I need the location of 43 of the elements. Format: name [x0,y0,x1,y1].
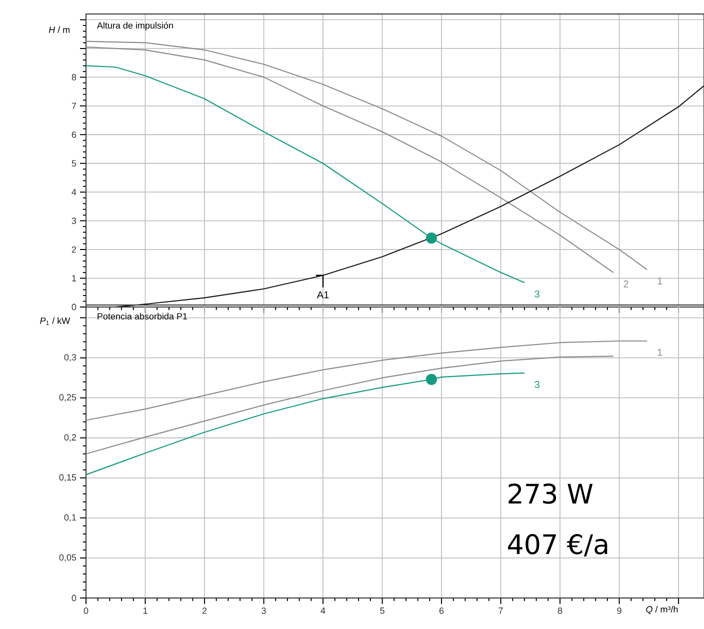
y-tick-label: 0,15 [59,474,76,482]
x-tick-label: 1 [143,608,148,614]
y-axis-title: P$_{1}$ / kW [40,317,70,325]
line-series [85,372,526,476]
x-axis-title: Q / m³/h [646,606,678,614]
x-tick-label: 4 [320,608,326,614]
line-series [115,85,704,308]
annotation: A1 [316,291,329,298]
y-axis-title: H / m [48,26,70,33]
x-tick-label: 8 [558,608,562,614]
x-tick-label: 0 [84,608,88,614]
series-label: 3 [534,290,540,298]
y-tick-label: 7 [72,102,76,110]
line-series [85,65,526,284]
x-tick-label: 9 [617,608,622,614]
x-tick-label: 7 [498,608,503,614]
x-tick-label: 2 [202,608,207,614]
y-tick-label: 0 [72,594,76,602]
x-tick-label: 3 [262,608,266,614]
series-label: 1 [658,278,662,284]
y-tick-label: 3 [72,218,76,224]
y-tick-label: 0 [72,304,76,310]
annotation: 407 €/a [508,534,608,557]
annotation: 273 W [508,483,593,504]
series-label: 3 [534,380,540,388]
y-tick-label: 8 [72,74,76,80]
text: Altura de impulsión [96,22,173,30]
y-tick-label: 4 [72,188,76,196]
y-tick-label: 0,05 [59,554,76,562]
y-tick-label: 1 [72,275,76,282]
y-tick-label: 0,2 [64,434,76,442]
x-tick-label: 6 [439,608,444,614]
y-tick-label: 0,3 [64,354,76,362]
y-tick-label: 0,25 [59,394,76,402]
series-label: 1 [658,348,662,356]
line-series [85,356,614,454]
text: Potencia absorbida P1 [98,312,188,320]
y-tick-label: 6 [72,131,76,138]
x-tick-label: 5 [380,608,384,614]
series-label: 2 [624,280,628,288]
y-tick-label: 2 [72,246,76,253]
y-tick-label: 5 [72,160,76,167]
y-tick-label: 0,1 [64,514,76,522]
